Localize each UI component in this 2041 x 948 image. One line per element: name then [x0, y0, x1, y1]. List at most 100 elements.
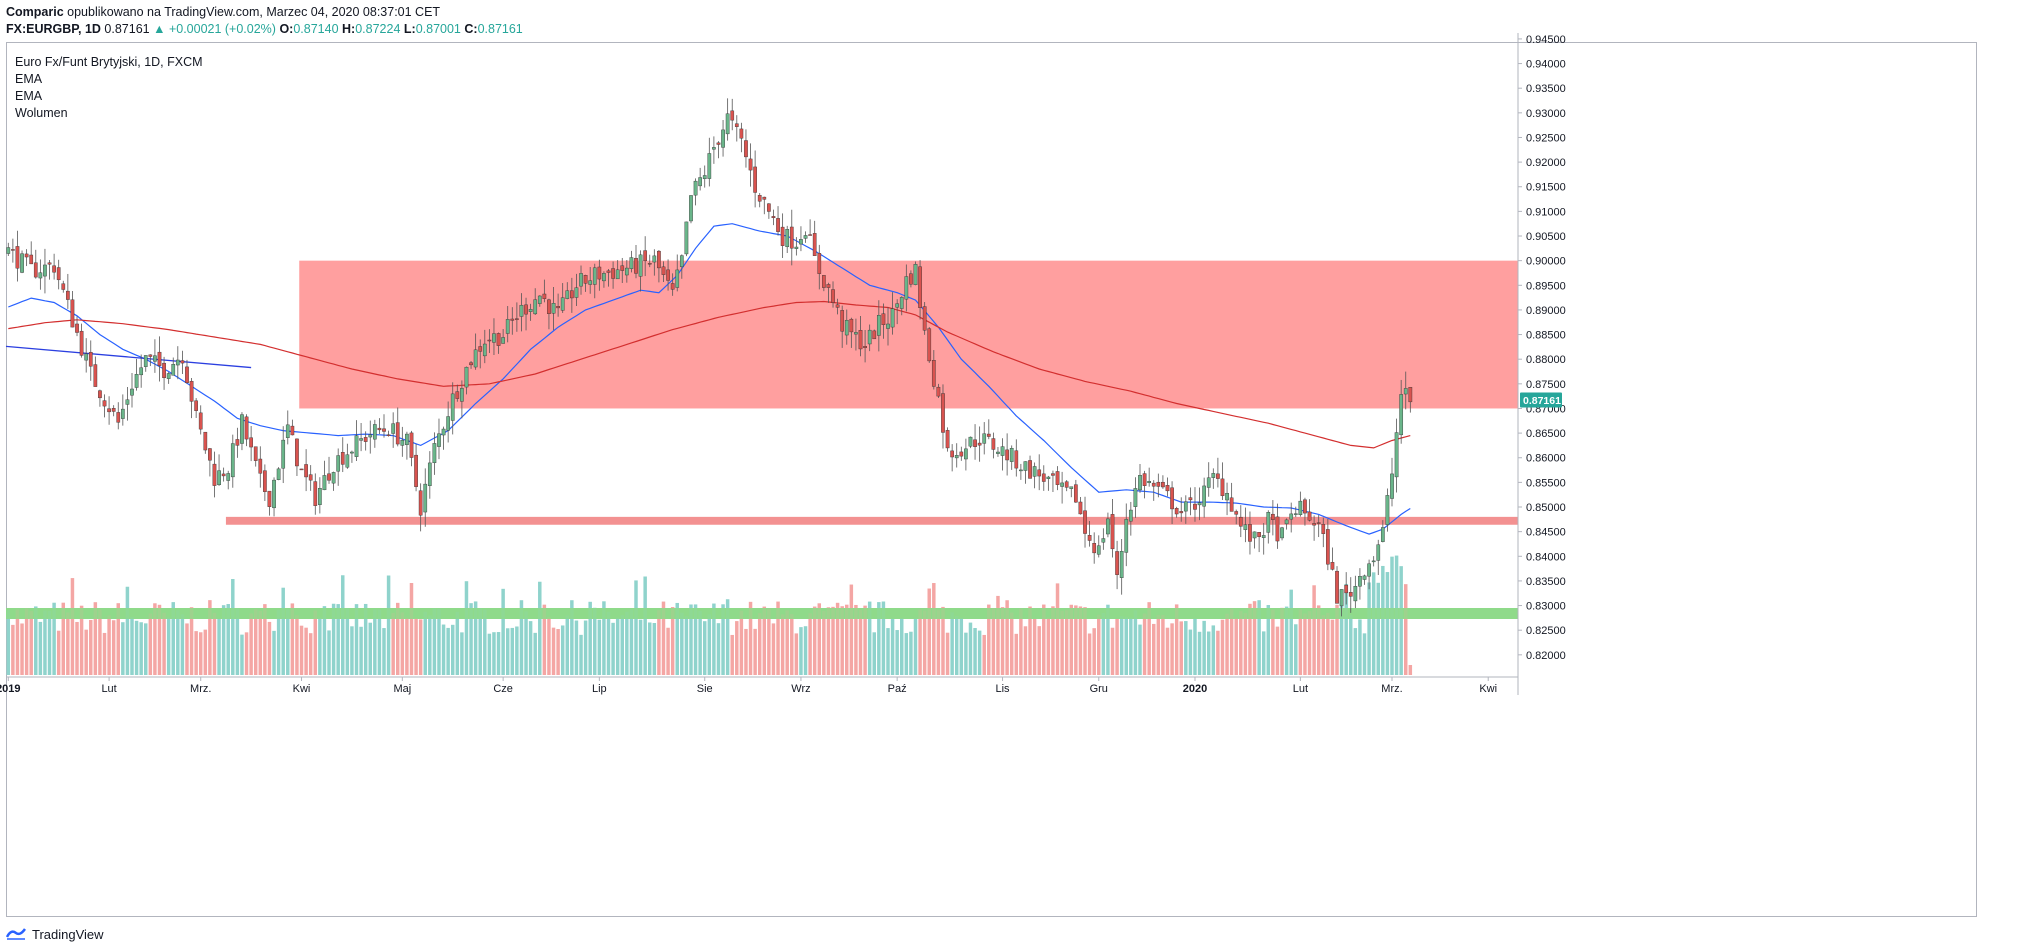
candle-body [157, 351, 162, 366]
volume-bar [753, 628, 757, 675]
candle-body [1000, 446, 1005, 456]
author-name[interactable]: Comparic [6, 5, 64, 19]
legend-ema-slow[interactable]: EMA [15, 89, 43, 103]
candle-body [1083, 510, 1087, 534]
candle-body [1092, 543, 1097, 554]
candle-body [1348, 592, 1353, 597]
volume-bar [977, 630, 982, 675]
candle-body [299, 468, 304, 471]
price-tick-label: 0.92000 [1526, 157, 1566, 169]
candle-body [1271, 513, 1275, 520]
candle-body [304, 464, 308, 478]
volume-bar [519, 600, 524, 675]
volume-bar [487, 633, 492, 675]
volume-bar [1234, 617, 1238, 675]
candle-body [803, 235, 808, 239]
legend-ema-fast[interactable]: EMA [15, 72, 43, 86]
volume-bar [1092, 628, 1096, 675]
candle-body [93, 364, 98, 387]
legend-volume[interactable]: Wolumen [15, 106, 68, 120]
candle-body [322, 475, 327, 491]
volume-bar [675, 602, 679, 675]
candle-body [1087, 535, 1092, 541]
candle-body [482, 343, 487, 357]
volume-bar [1129, 617, 1133, 675]
volume-bar [1188, 629, 1193, 675]
candle-body [844, 319, 849, 336]
volume-bar [1257, 600, 1261, 675]
volume-bar [822, 610, 826, 675]
volume-bar [1358, 619, 1362, 675]
price-tick-label: 0.82500 [1526, 625, 1566, 637]
volume-bar [414, 618, 418, 675]
price-tick-label: 0.88000 [1526, 354, 1566, 366]
candle-body [808, 234, 812, 236]
candle-body [1023, 461, 1028, 471]
volume-bar [1170, 623, 1174, 675]
candle-body [1275, 516, 1280, 542]
candle-body [634, 257, 638, 274]
volume-bar [130, 616, 134, 675]
time-tick-label: Kwi [1479, 683, 1497, 695]
candle-body [771, 216, 776, 219]
candle-body [203, 431, 208, 451]
volume-bar [1239, 611, 1243, 675]
volume-bar [1349, 615, 1353, 675]
volume-bar [61, 602, 66, 675]
candle-body [1248, 524, 1252, 542]
candle-body [1234, 511, 1239, 515]
volume-bar [1344, 583, 1348, 675]
candle-body [450, 393, 455, 421]
candle-body [313, 481, 318, 506]
volume-bar [542, 604, 547, 675]
candle-body [515, 318, 519, 320]
candle-body [20, 253, 24, 273]
volume-bar [950, 612, 954, 675]
candle-body [615, 269, 620, 280]
candle-body [1032, 466, 1037, 477]
price-tick-label: 0.93000 [1526, 108, 1566, 120]
candle-body [629, 257, 634, 269]
volume-bar [373, 609, 377, 675]
candle-body [574, 287, 579, 298]
candle-body [143, 355, 148, 367]
time-tick-label: Mrz. [1381, 683, 1402, 695]
volume-bar [790, 614, 794, 675]
volume-bar [684, 616, 689, 675]
candle-body [959, 451, 964, 457]
candle-body [945, 430, 950, 449]
volume-bar [1289, 589, 1293, 675]
candle-body [785, 229, 790, 248]
chart-frame[interactable] [6, 42, 1977, 917]
volume-bar [217, 619, 221, 675]
volume-bar [1381, 565, 1385, 675]
volume-bar [661, 601, 666, 675]
candle-body [1321, 523, 1326, 534]
volume-bar [1060, 610, 1064, 675]
volume-bar [505, 628, 510, 675]
volume-bar [588, 601, 592, 675]
candle-body [721, 129, 725, 148]
legend-title[interactable]: Euro Fx/Funt Brytyjski, 1D, FXCM [15, 55, 203, 69]
candle-body [1165, 485, 1170, 492]
candle-body [1151, 482, 1156, 487]
candle-body [285, 424, 290, 438]
volume-bar [98, 609, 102, 675]
volume-bar [418, 619, 423, 675]
volume-bar [670, 607, 675, 675]
candle-body [194, 400, 198, 411]
volume-bar [991, 608, 996, 675]
candle-body [533, 299, 538, 315]
candle-body [986, 433, 991, 437]
volume-bar [1367, 582, 1371, 675]
footer-brand[interactable]: TradingView [6, 924, 104, 944]
volume-bar [886, 628, 890, 675]
volume-bar [396, 602, 400, 675]
candle-body [318, 488, 322, 505]
candle-body [198, 412, 203, 430]
candle-body [102, 400, 107, 407]
volume-bar [38, 621, 43, 675]
candle-body [1019, 469, 1023, 472]
candle-body [1138, 475, 1142, 491]
